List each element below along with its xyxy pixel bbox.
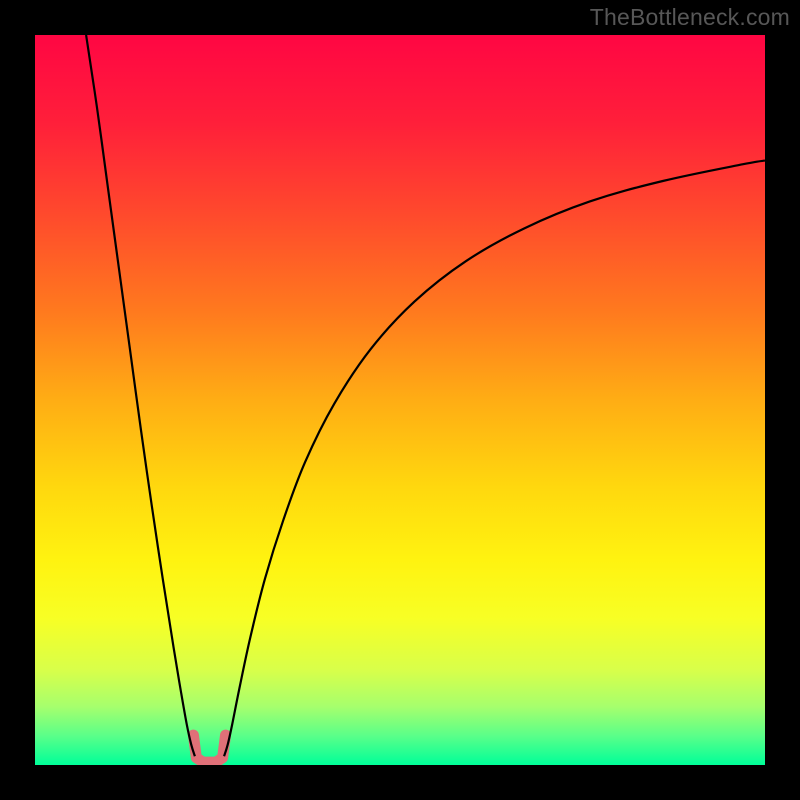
- curve-right-branch: [224, 161, 765, 757]
- curve-left-branch: [86, 35, 195, 756]
- plot-frame: [35, 35, 765, 765]
- bottleneck-flat-segment: [193, 735, 225, 762]
- chart-stage: TheBottleneck.com: [0, 0, 800, 800]
- curve-layer: [35, 35, 765, 765]
- watermark-text: TheBottleneck.com: [590, 4, 790, 31]
